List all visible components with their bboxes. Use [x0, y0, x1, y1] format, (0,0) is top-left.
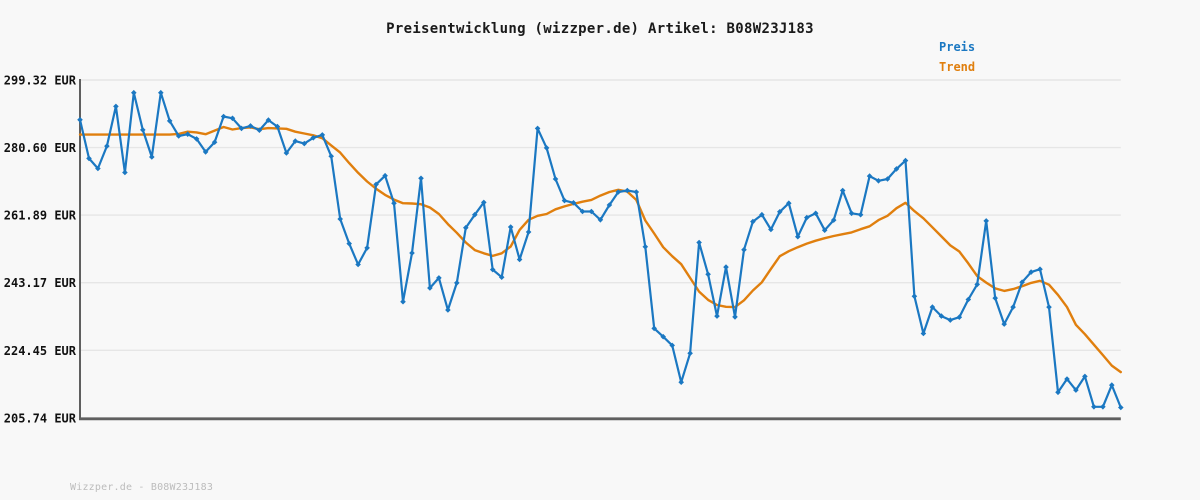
y-tick-label: 299.32 EUR	[4, 74, 77, 88]
watermark-text: Wizzper.de - B08W23J183	[70, 482, 214, 493]
y-tick-label: 280.60 EUR	[4, 141, 77, 155]
legend-item-trend: Trend	[939, 60, 976, 74]
chart-title: Preisentwicklung (wizzper.de) Artikel: B…	[386, 21, 814, 37]
series-trend-line	[78, 125, 1123, 374]
series-preis-markers	[77, 89, 1124, 411]
y-tick-label: 261.89 EUR	[4, 209, 77, 223]
y-tick-label: 205.74 EUR	[4, 411, 77, 425]
legend-item-preis: Preis	[939, 40, 976, 54]
y-tick-label: 224.45 EUR	[4, 344, 77, 358]
y-tick-label: 243.17 EUR	[4, 276, 77, 290]
series-preis-line	[78, 91, 1122, 409]
